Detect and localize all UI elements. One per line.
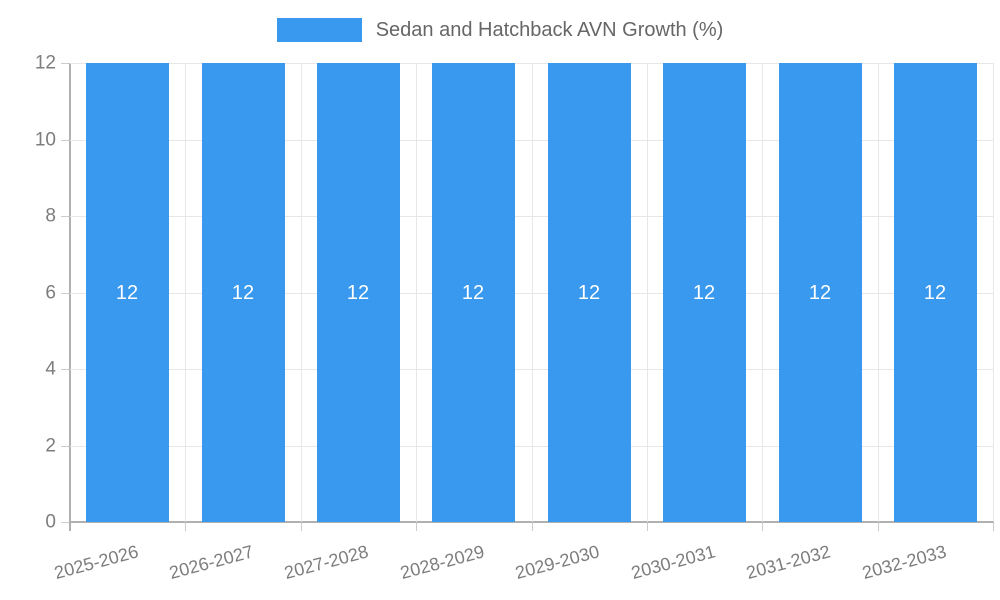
- x-axis-tick: [185, 523, 186, 531]
- vertical-gridline: [301, 63, 302, 522]
- bar-value-label: 12: [231, 282, 255, 304]
- bar-value-label: 12: [461, 282, 485, 304]
- x-axis-tick: [301, 523, 302, 531]
- legend-series-label: Sedan and Hatchback AVN Growth (%): [375, 19, 724, 41]
- x-axis-category-label: 2029-2030: [513, 541, 602, 583]
- bar-2030-2031[interactable]: [663, 63, 746, 522]
- y-axis-tick: [61, 216, 69, 217]
- horizontal-gridline: [70, 63, 994, 64]
- x-axis-tick: [993, 523, 994, 531]
- vertical-gridline: [185, 63, 186, 522]
- bar-value-label: 12: [115, 282, 139, 304]
- bar-value-label: 12: [346, 282, 370, 304]
- x-axis-tick: [762, 523, 763, 531]
- horizontal-gridline: [70, 293, 994, 294]
- y-axis-tick: [61, 140, 69, 141]
- x-axis-category-label: 2032-2033: [860, 541, 949, 583]
- x-axis-category-label: 2031-2032: [744, 541, 833, 583]
- y-axis-tick-label: 2: [45, 435, 56, 457]
- y-axis-tick: [61, 369, 69, 370]
- y-axis-line: [69, 63, 71, 531]
- x-axis-category-label: 2025-2026: [52, 541, 141, 583]
- bar-value-label: 12: [923, 282, 947, 304]
- vertical-gridline: [762, 63, 763, 522]
- vertical-gridline: [416, 63, 417, 522]
- horizontal-gridline: [70, 140, 994, 141]
- bar-2031-2032[interactable]: [779, 63, 862, 522]
- bar-2025-2026[interactable]: [86, 63, 169, 522]
- y-axis-tick-label: 6: [45, 282, 56, 304]
- y-axis-tick-label: 4: [45, 358, 56, 380]
- y-axis-tick-label: 0: [45, 511, 56, 533]
- y-axis-tick: [61, 63, 69, 64]
- horizontal-gridline: [70, 369, 994, 370]
- y-axis-tick-label: 12: [34, 52, 56, 74]
- horizontal-gridline: [70, 216, 994, 217]
- x-axis-tick: [647, 523, 648, 531]
- bar-value-label: 12: [808, 282, 832, 304]
- x-axis-category-label: 2027-2028: [282, 541, 371, 583]
- x-axis-category-label: 2026-2027: [167, 541, 256, 583]
- x-axis-category-label: 2030-2031: [629, 541, 718, 583]
- y-axis-tick-label: 10: [34, 129, 56, 151]
- y-axis-tick-label: 8: [45, 205, 56, 227]
- y-axis-tick: [61, 522, 69, 523]
- vertical-gridline: [878, 63, 879, 522]
- bar-2028-2029[interactable]: [432, 63, 515, 522]
- chart-legend[interactable]: Sedan and Hatchback AVN Growth (%): [0, 18, 1000, 42]
- vertical-gridline: [993, 63, 994, 522]
- legend-swatch-icon: [276, 18, 362, 42]
- x-axis-tick: [878, 523, 879, 531]
- x-axis-tick: [532, 523, 533, 531]
- vertical-gridline: [532, 63, 533, 522]
- bar-2032-2033[interactable]: [894, 63, 977, 522]
- bar-2027-2028[interactable]: [317, 63, 400, 522]
- bar-2029-2030[interactable]: [548, 63, 631, 522]
- y-axis-tick: [61, 446, 69, 447]
- x-axis-baseline: [70, 521, 994, 523]
- vertical-gridline: [647, 63, 648, 522]
- y-axis-tick: [61, 293, 69, 294]
- bar-value-label: 12: [577, 282, 601, 304]
- bar-value-label: 12: [692, 282, 716, 304]
- x-axis-tick: [416, 523, 417, 531]
- bar-2026-2027[interactable]: [202, 63, 285, 522]
- horizontal-gridline: [70, 446, 994, 447]
- x-axis-category-label: 2028-2029: [398, 541, 487, 583]
